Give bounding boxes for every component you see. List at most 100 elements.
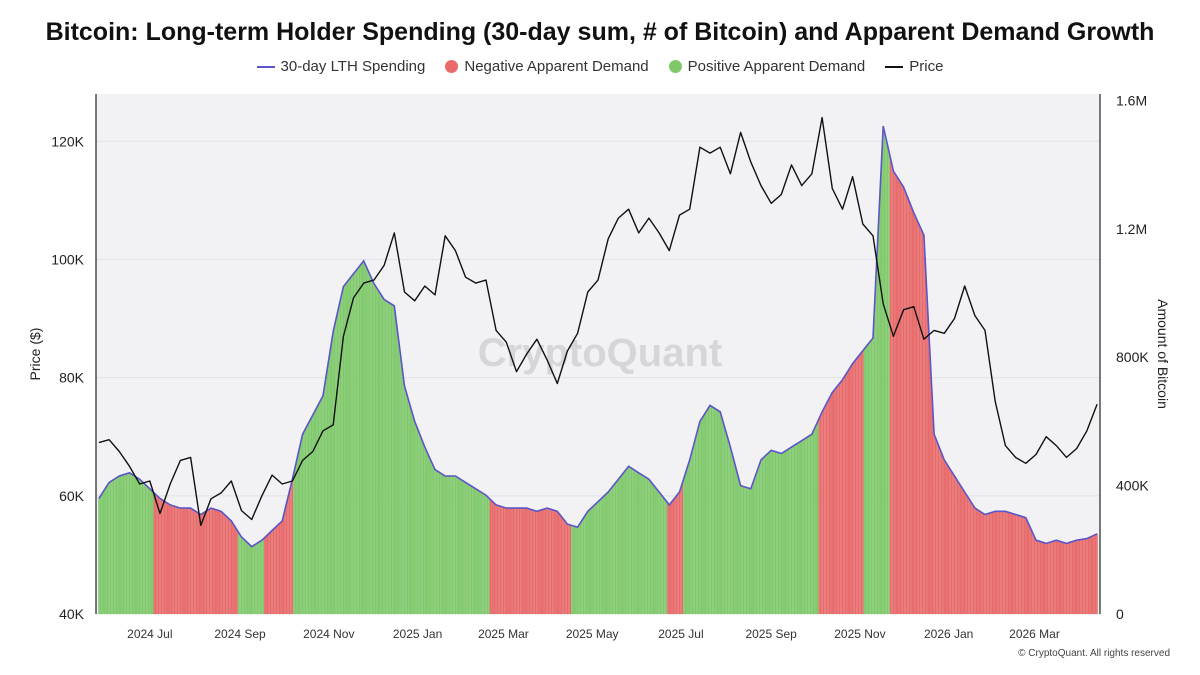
demand-bar — [108, 482, 110, 614]
demand-bar — [239, 534, 241, 614]
demand-bar — [883, 132, 886, 614]
demand-bar — [579, 522, 582, 614]
demand-bar — [383, 299, 385, 614]
demand-bar — [1084, 538, 1087, 614]
demand-bar — [517, 508, 519, 614]
demand-bar — [207, 509, 209, 614]
demand-bar — [985, 514, 988, 614]
legend-item-negative-demand[interactable]: Negative Apparent Demand — [445, 58, 649, 75]
demand-bar — [764, 455, 767, 614]
demand-bar — [1071, 541, 1074, 614]
demand-bar — [796, 443, 799, 614]
demand-bar — [837, 385, 839, 614]
demand-bar — [104, 489, 106, 614]
demand-bar — [931, 405, 934, 614]
demand-bar — [974, 508, 976, 614]
demand-bar — [812, 431, 815, 614]
demand-bar — [901, 184, 903, 615]
demand-bar — [1048, 542, 1050, 614]
legend-item-positive-demand[interactable]: Positive Apparent Demand — [668, 58, 865, 75]
demand-bar — [198, 513, 201, 614]
demand-bar — [259, 541, 262, 614]
demand-bar — [365, 267, 368, 614]
demand-bar — [419, 436, 422, 614]
demand-bar — [141, 481, 144, 614]
demand-bar — [127, 473, 129, 614]
demand-bar — [106, 484, 109, 614]
demand-bar — [1010, 513, 1012, 614]
demand-bar — [947, 466, 950, 614]
demand-bar — [815, 424, 817, 614]
demand-bar — [147, 487, 150, 614]
demand-bar — [186, 508, 189, 614]
legend-item-price[interactable]: Price — [885, 58, 943, 75]
demand-bar — [834, 388, 836, 614]
demand-bar — [1041, 542, 1043, 614]
demand-bar — [930, 377, 932, 614]
demand-bar — [827, 400, 829, 614]
demand-bar — [179, 508, 182, 614]
demand-bar — [371, 280, 374, 614]
demand-bar — [849, 368, 851, 614]
demand-bar — [929, 348, 931, 614]
demand-bar — [856, 358, 858, 614]
demand-bar — [325, 377, 327, 614]
demand-bar — [843, 377, 845, 614]
demand-bar — [537, 510, 540, 614]
demand-bar — [374, 285, 377, 614]
demand-bar — [336, 312, 339, 614]
demand-bar — [130, 473, 132, 614]
demand-bar — [368, 273, 371, 614]
demand-bar — [833, 390, 835, 614]
demand-bar — [117, 476, 119, 614]
demand-bar — [675, 495, 678, 614]
y-right-ticks: 0 400K 800K 1.2M 1.6M — [1116, 92, 1149, 622]
demand-bar — [218, 510, 221, 614]
demand-bar — [182, 508, 185, 614]
demand-bar — [303, 431, 305, 614]
demand-bar — [502, 507, 505, 614]
demand-bar — [897, 177, 899, 614]
demand-bar — [467, 484, 470, 614]
demand-bar — [331, 340, 333, 614]
demand-bar — [133, 475, 135, 614]
demand-bar — [316, 406, 318, 614]
demand-bar — [287, 497, 289, 614]
demand-bar — [553, 510, 556, 614]
demand-bar — [869, 341, 871, 614]
demand-bar — [233, 525, 235, 614]
demand-bar — [754, 476, 756, 614]
demand-bar — [393, 305, 395, 614]
demand-bar — [913, 212, 915, 614]
demand-bar — [785, 450, 787, 614]
demand-bar — [437, 471, 439, 614]
demand-bar — [965, 494, 967, 614]
demand-bar — [802, 439, 804, 614]
demand-bar — [801, 440, 803, 614]
demand-bar — [149, 488, 151, 614]
demand-bar — [422, 443, 425, 614]
demand-bar — [185, 508, 187, 614]
demand-bar — [955, 478, 957, 614]
demand-bar — [882, 126, 884, 615]
demand-bar — [865, 347, 867, 614]
demand-bar — [664, 499, 666, 614]
demand-bar — [355, 270, 358, 614]
demand-bar — [656, 490, 659, 614]
demand-bar — [447, 475, 449, 614]
demand-bar — [940, 452, 943, 614]
demand-bar — [1013, 514, 1015, 614]
legend-item-lth-spending[interactable]: 30-day LTH Spending — [256, 58, 425, 75]
demand-bar — [863, 348, 865, 614]
demand-bar — [1038, 541, 1040, 614]
x-tick-label: 2025 Nov — [834, 627, 885, 641]
demand-bar — [448, 475, 451, 614]
demand-bar — [937, 445, 940, 614]
demand-bar — [720, 416, 723, 614]
demand-bar — [256, 542, 259, 614]
demand-bar — [910, 205, 912, 614]
demand-bar — [319, 401, 321, 614]
x-tick-label: 2024 Nov — [303, 627, 354, 641]
demand-bar — [277, 525, 279, 614]
demand-bar — [345, 282, 347, 614]
